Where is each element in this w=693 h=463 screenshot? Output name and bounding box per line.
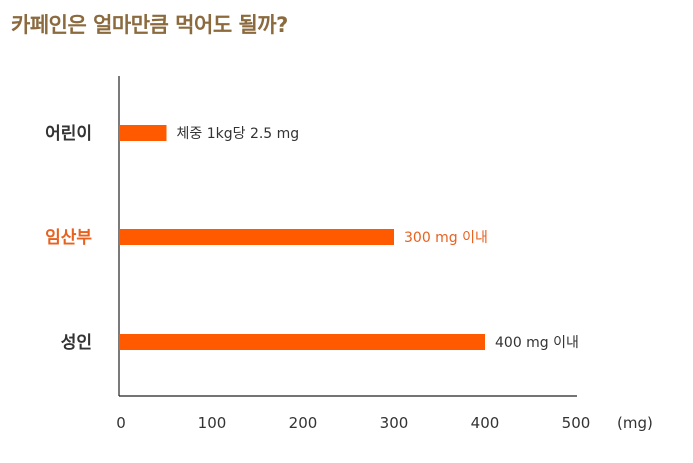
page-title: 카페인은 얼마만큼 먹어도 될까? (11, 13, 288, 37)
x-tick-label: 0 (116, 414, 126, 432)
bars-group (119, 125, 485, 350)
x-tick-label: 100 (198, 414, 227, 432)
category-label: 성인 (61, 333, 92, 353)
bar (119, 229, 394, 245)
x-tick-label: 200 (289, 414, 318, 432)
data-label: 400 mg 이내 (495, 335, 579, 351)
bar (119, 334, 485, 350)
x-unit-label: (mg) (617, 414, 653, 432)
category-label: 어린이 (45, 124, 92, 144)
x-tick-labels-group: 0 100 200 300 400 500 (116, 414, 590, 432)
x-tick-label: 300 (380, 414, 409, 432)
data-label: 300 mg 이내 (404, 230, 488, 246)
category-label: 임산부 (45, 227, 92, 248)
x-tick-label: 500 (562, 414, 591, 432)
data-labels-group: 체중 1kg당 2.5 mg 300 mg 이내 400 mg 이내 (177, 126, 579, 351)
x-tick-label: 400 (471, 414, 500, 432)
bar (119, 125, 167, 141)
data-label: 체중 1kg당 2.5 mg (177, 126, 300, 142)
